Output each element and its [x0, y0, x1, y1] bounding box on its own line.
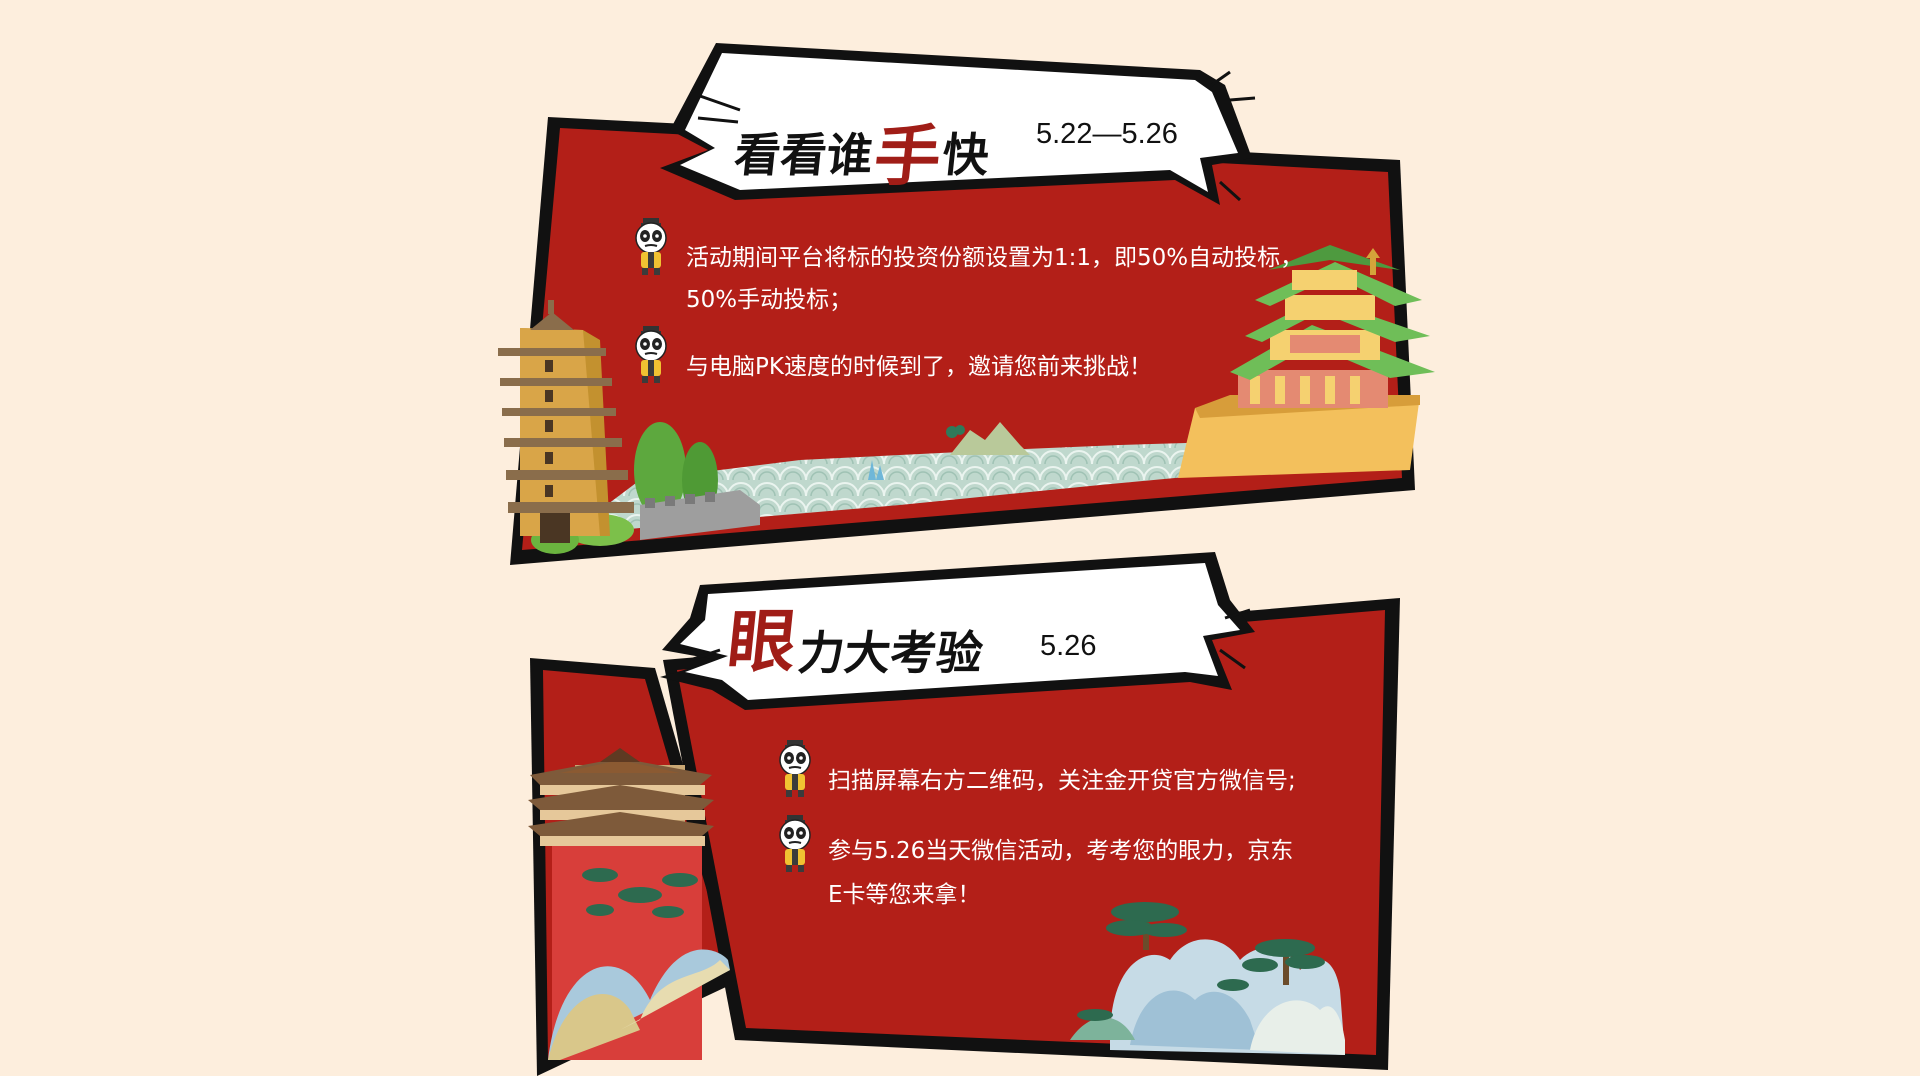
section-1-title: 看看谁手快	[731, 95, 995, 195]
section-2-title: 眼力大考验	[723, 590, 989, 689]
mountain-icon	[548, 949, 730, 1060]
section-1-bullet-1-line-1: 活动期间平台将标的投资份额设置为1:1，即50%自动投标，	[686, 245, 1304, 271]
title-char: 力	[795, 626, 848, 680]
title-banner-1	[660, 43, 1256, 205]
pine-tree-icon	[1077, 902, 1325, 1021]
panda-mascot-icon	[779, 740, 811, 797]
pine-tree-icon	[582, 868, 698, 918]
title-char: 验	[933, 626, 986, 680]
section-2-date: 5.26	[1040, 630, 1097, 662]
title-char: 考	[887, 626, 940, 680]
title-char: 谁	[823, 128, 876, 182]
section-2-bullet-2-line-2: E卡等您来拿！	[828, 882, 981, 908]
section-1-bullet-2-line-1: 与电脑PK速度的时候到了，邀请您前来挑战！	[686, 354, 1152, 380]
title-char: 看	[777, 128, 830, 182]
panda-mascot-icon	[635, 218, 667, 275]
panda-mascot-icon	[635, 326, 667, 383]
section-1-bullet-1-line-2: 50%手动投标；	[686, 287, 853, 313]
temple-pavilion-icon	[1178, 245, 1435, 478]
section-2-bullet-2-line-1: 参与5.26当天微信活动，考考您的眼力，京东	[828, 838, 1294, 864]
panel-2	[528, 598, 1400, 1076]
panel-1	[498, 117, 1435, 565]
title-char: 快	[939, 128, 992, 182]
pagoda-icon	[498, 300, 634, 543]
title-char: 看	[731, 128, 784, 182]
title-char: 大	[841, 626, 894, 680]
title-char-highlight: 手	[870, 118, 945, 195]
section-1-date: 5.22—5.26	[1036, 118, 1178, 150]
title-char-highlight: 眼	[723, 603, 800, 682]
panda-mascot-icon	[779, 815, 811, 872]
mountain-icon	[946, 422, 1030, 455]
section-2-bullet-1-line-1: 扫描屏幕右方二维码，关注金开贷官方微信号;	[828, 768, 1296, 794]
title-banner-2	[660, 552, 1255, 710]
